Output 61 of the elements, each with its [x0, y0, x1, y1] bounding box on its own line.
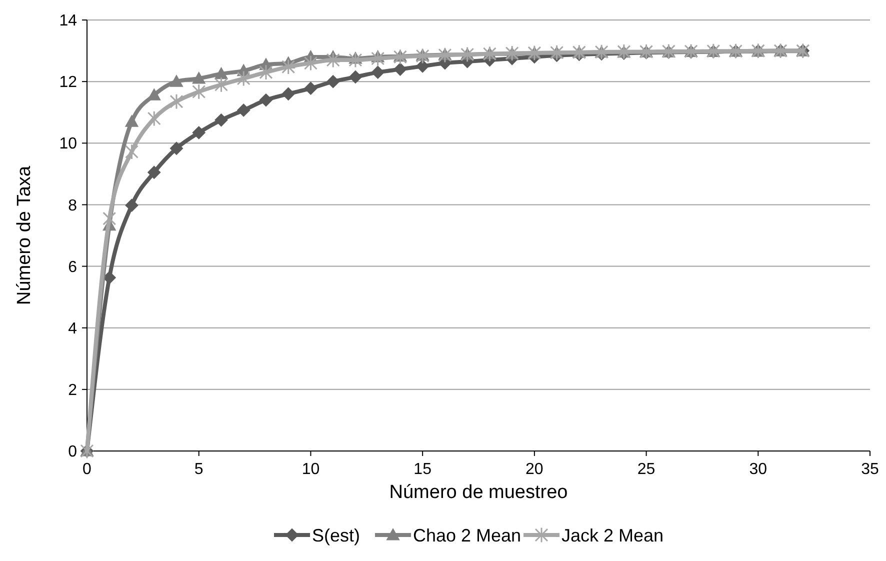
y-tick-label: 0	[68, 444, 78, 461]
point	[326, 75, 340, 88]
y-tick-label: 4	[68, 320, 78, 338]
point	[236, 70, 250, 86]
point	[192, 72, 206, 84]
point	[147, 110, 161, 126]
legend-label: Chao 2 Mean	[413, 525, 522, 546]
point	[438, 47, 452, 64]
point	[282, 87, 295, 100]
y-tick-label: 12	[59, 74, 78, 92]
point	[125, 115, 138, 127]
point	[393, 48, 407, 65]
y-tick-label: 2	[68, 382, 78, 400]
point	[237, 104, 250, 117]
point	[394, 62, 407, 76]
x-axis-title: Número de muestreo	[389, 482, 568, 503]
point	[550, 44, 564, 61]
point	[170, 75, 183, 87]
point	[214, 76, 228, 93]
point	[192, 126, 206, 140]
point	[259, 64, 273, 80]
point	[102, 271, 116, 284]
y-tick-label: 8	[68, 197, 78, 214]
x-tick-label: 0	[82, 461, 92, 478]
x-tick-label: 5	[194, 461, 204, 478]
y-axis-title: Número de Taxa	[14, 166, 35, 306]
x-tick-label: 30	[749, 461, 768, 478]
legend-label: S(est)	[312, 525, 360, 546]
point	[259, 94, 272, 107]
y-tick-label: 10	[59, 136, 78, 153]
x-tick-label: 25	[637, 461, 656, 478]
point	[214, 67, 228, 80]
point	[572, 44, 586, 60]
point	[125, 198, 138, 212]
point	[192, 84, 206, 100]
legend-label: Jack 2 Mean	[562, 525, 664, 546]
y-tick-label: 14	[59, 12, 78, 30]
point	[348, 70, 362, 84]
point	[326, 52, 340, 68]
y-tick-label: 6	[68, 258, 78, 276]
point	[371, 66, 384, 79]
x-tick-label: 20	[526, 461, 544, 478]
point	[482, 46, 496, 62]
point	[348, 52, 362, 68]
point	[124, 144, 138, 160]
point	[148, 88, 161, 100]
point	[371, 50, 385, 66]
point	[170, 94, 184, 110]
point	[282, 58, 296, 75]
point	[102, 210, 116, 227]
point	[460, 46, 474, 62]
point	[170, 142, 183, 155]
point	[304, 55, 318, 72]
point	[214, 114, 228, 127]
point	[304, 82, 318, 95]
x-tick-label: 35	[861, 461, 879, 478]
point	[416, 60, 430, 73]
point	[416, 48, 430, 64]
point	[148, 166, 161, 179]
x-tick-label: 15	[414, 461, 432, 478]
x-tick-label: 10	[302, 461, 320, 478]
